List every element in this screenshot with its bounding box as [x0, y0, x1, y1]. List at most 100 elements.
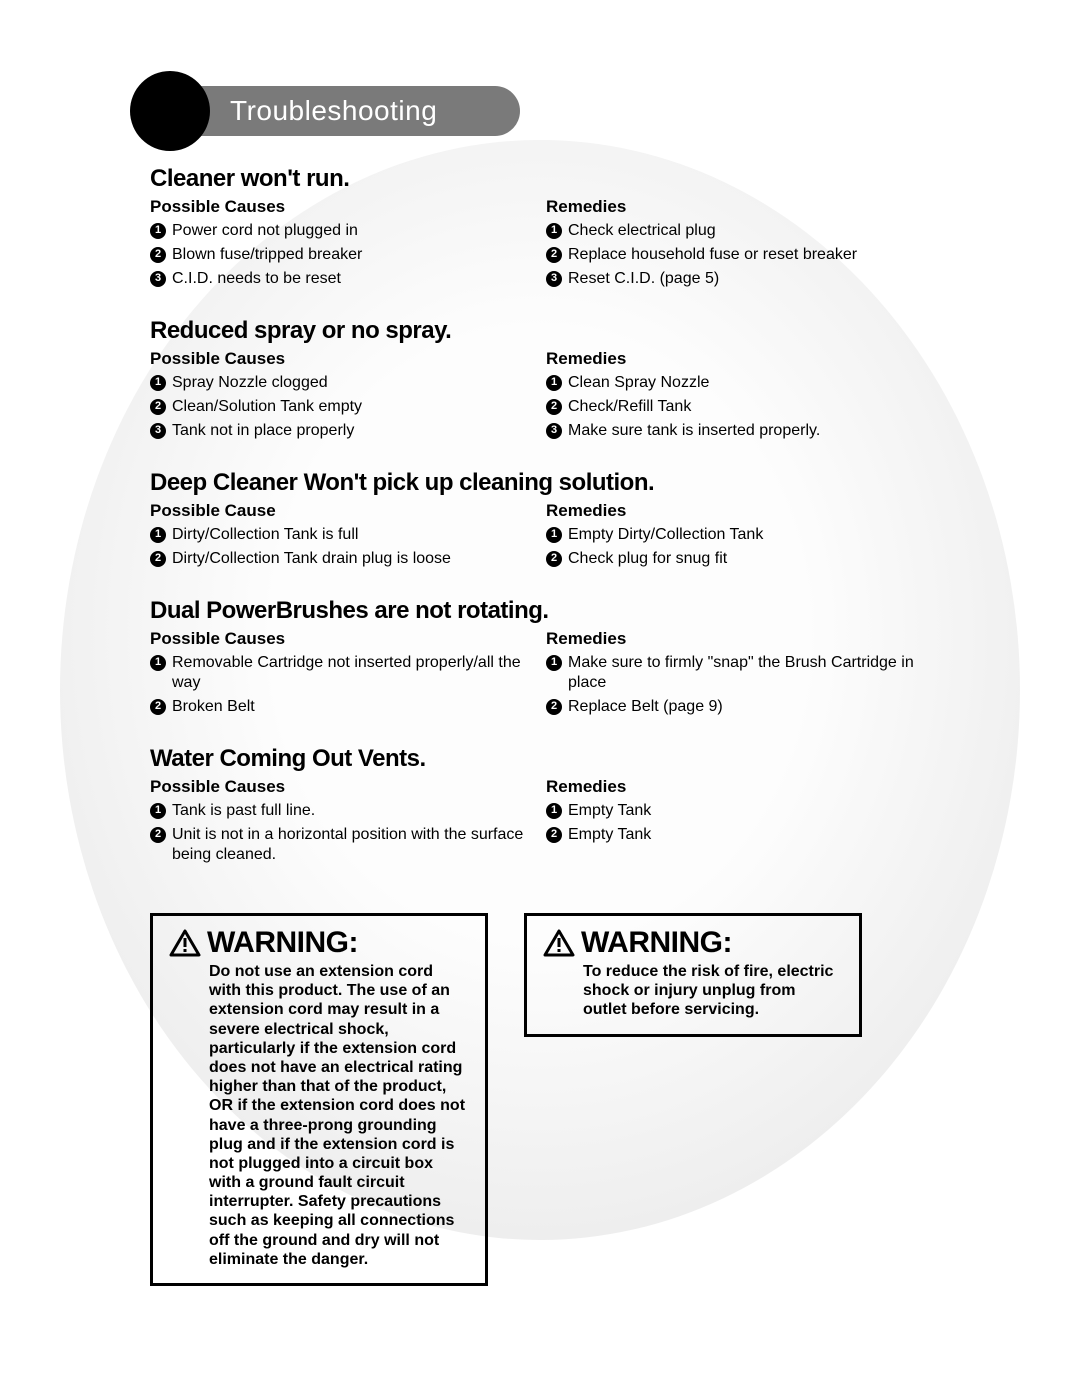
- list-item: 3Tank not in place properly: [150, 421, 546, 441]
- list-item: 2 Replace household fuse or reset breaker: [546, 245, 942, 265]
- causes-column: Possible Cause 1Dirty/Collection Tank is …: [150, 501, 546, 573]
- warning-header: WARNING:: [543, 926, 843, 960]
- warning-title: WARNING:: [581, 926, 732, 960]
- causes-heading: Possible Causes: [150, 349, 546, 369]
- cause-text: Spray Nozzle clogged: [172, 373, 328, 393]
- list-item: 1 Spray Nozzle clogged: [150, 373, 546, 393]
- list-item: 2Broken Belt: [150, 697, 546, 717]
- warning-body-text: To reduce the risk of fire, electric sho…: [543, 962, 843, 1020]
- remedy-text: Make sure tank is inserted properly.: [568, 421, 820, 441]
- list-item: 2Empty Tank: [546, 825, 942, 845]
- list-item: 1 Empty Dirty/Collection Tank: [546, 525, 942, 545]
- remedy-text: Check electrical plug: [568, 221, 716, 241]
- number-badge: 1: [546, 655, 562, 671]
- warning-triangle-icon: [169, 929, 201, 957]
- list-item: 2Clean/Solution Tank empty: [150, 397, 546, 417]
- cause-text: Tank not in place properly: [172, 421, 354, 441]
- number-badge: 1: [150, 223, 166, 239]
- warning-triangle-icon: [543, 929, 575, 957]
- cause-text: Dirty/Collection Tank is full: [172, 525, 358, 545]
- number-badge: 1: [546, 375, 562, 391]
- causes-column: Possible Causes 1 Spray Nozzle clogged 2Cle…: [150, 349, 546, 445]
- warnings-row: WARNING:Do not use an extension cord wit…: [150, 913, 942, 1286]
- troubleshooting-section: Dual PowerBrushes are not rotating. Possi…: [150, 597, 942, 721]
- cause-text: Tank is past full line.: [172, 801, 315, 821]
- list-item: 1 Make sure to firmly "snap" the Brush Ca…: [546, 653, 942, 693]
- list-item: 2 Dirty/Collection Tank drain plug is loo…: [150, 549, 546, 569]
- main-column: Cleaner won't run.Possible Causes1Power …: [150, 165, 942, 1286]
- causes-heading: Possible Causes: [150, 197, 546, 217]
- remedy-text: Replace Belt (page 9): [568, 697, 723, 717]
- number-badge: 1: [546, 803, 562, 819]
- list-item: 2Check/Refill Tank: [546, 397, 942, 417]
- header-band: Troubleshooting: [130, 86, 520, 136]
- remedy-text: Replace household fuse or reset breaker: [568, 245, 857, 265]
- number-badge: 1: [546, 223, 562, 239]
- number-badge: 2: [150, 699, 166, 715]
- causes-heading: Possible Cause: [150, 501, 546, 521]
- number-badge: 2: [150, 247, 166, 263]
- list-item: 1 Removable Cartridge not inserted proper…: [150, 653, 546, 693]
- remedies-column: Remedies 1Clean Spray Nozzle 2Check/Refill…: [546, 349, 942, 445]
- number-badge: 2: [546, 827, 562, 843]
- list-item: 1Dirty/Collection Tank is full: [150, 525, 546, 545]
- number-badge: 3: [546, 423, 562, 439]
- troubleshooting-section: Deep Cleaner Won't pick up cleaning solu…: [150, 469, 942, 573]
- remedy-text: Check plug for snug fit: [568, 549, 727, 569]
- list-item: 1Clean Spray Nozzle: [546, 373, 942, 393]
- number-badge: 2: [546, 399, 562, 415]
- remedy-text: Reset C.I.D. (page 5): [568, 269, 719, 289]
- warning-title: WARNING:: [207, 926, 358, 960]
- causes-heading: Possible Causes: [150, 777, 546, 797]
- remedies-heading: Remedies: [546, 501, 942, 521]
- warning-body-text: Do not use an extension cord with this p…: [169, 962, 469, 1269]
- warning-box: WARNING:Do not use an extension cord wit…: [150, 913, 488, 1286]
- list-item: 1 Tank is past full line.: [150, 801, 546, 821]
- section-title: Water Coming Out Vents.: [150, 745, 942, 773]
- remedies-heading: Remedies: [546, 349, 942, 369]
- number-badge: 2: [546, 247, 562, 263]
- causes-column: Possible Causes 1 Tank is past full line. 2…: [150, 777, 546, 869]
- list-item: 1 Empty Tank: [546, 801, 942, 821]
- causes-column: Possible Causes 1 Power cord not plugged i…: [150, 197, 546, 293]
- number-badge: 3: [150, 271, 166, 287]
- warning-box: WARNING:To reduce the risk of fire, elec…: [524, 913, 862, 1037]
- page-title: Troubleshooting: [160, 86, 520, 136]
- section-title: Cleaner won't run.: [150, 165, 942, 193]
- cause-text: C.I.D. needs to be reset: [172, 269, 341, 289]
- remedies-column: Remedies 1 Empty Dirty/Collection Tank 2Che…: [546, 501, 942, 573]
- cause-text: Power cord not plugged in: [172, 221, 358, 241]
- list-item: 3 Make sure tank is inserted properly.: [546, 421, 942, 441]
- troubleshooting-section: Reduced spray or no spray. Possible Cause…: [150, 317, 942, 445]
- header-circle-decoration: [130, 71, 210, 151]
- number-badge: 1: [150, 803, 166, 819]
- section-columns: Possible Causes1Tank is past full line.2…: [150, 777, 942, 869]
- number-badge: 2: [150, 551, 166, 567]
- remedy-text: Make sure to firmly "snap" the Brush Car…: [568, 653, 942, 693]
- number-badge: 3: [546, 271, 562, 287]
- section-title: Deep Cleaner Won't pick up cleaning solu…: [150, 469, 942, 497]
- number-badge: 1: [150, 375, 166, 391]
- warning-header: WARNING:: [169, 926, 469, 960]
- section-title: Dual PowerBrushes are not rotating.: [150, 597, 942, 625]
- remedy-text: Empty Tank: [568, 801, 651, 821]
- list-item: 3 C.I.D. needs to be reset: [150, 269, 546, 289]
- number-badge: 1: [150, 655, 166, 671]
- number-badge: 2: [150, 399, 166, 415]
- causes-column: Possible Causes 1 Removable Cartridge not …: [150, 629, 546, 721]
- list-item: 2 Replace Belt (page 9): [546, 697, 942, 717]
- troubleshooting-section: Water Coming Out Vents.Possible Causes1T…: [150, 745, 942, 869]
- section-columns: Possible Causes1Power cord not plugged i…: [150, 197, 942, 293]
- number-badge: 2: [546, 699, 562, 715]
- list-item: 2Unit is not in a horizontal position wi…: [150, 825, 546, 865]
- number-badge: 1: [546, 527, 562, 543]
- cause-text: Removable Cartridge not inserted properl…: [172, 653, 546, 693]
- remedy-text: Empty Dirty/Collection Tank: [568, 525, 763, 545]
- section-columns: Possible Causes1Removable Cartridge not …: [150, 629, 942, 721]
- remedies-column: Remedies1Check electrical plug2Replace h…: [546, 197, 942, 293]
- list-item: 2Check plug for snug fit: [546, 549, 942, 569]
- section-title: Reduced spray or no spray.: [150, 317, 942, 345]
- cause-text: Dirty/Collection Tank drain plug is loos…: [172, 549, 451, 569]
- remedies-column: Remedies1Empty Tank2Empty Tank: [546, 777, 942, 869]
- causes-heading: Possible Causes: [150, 629, 546, 649]
